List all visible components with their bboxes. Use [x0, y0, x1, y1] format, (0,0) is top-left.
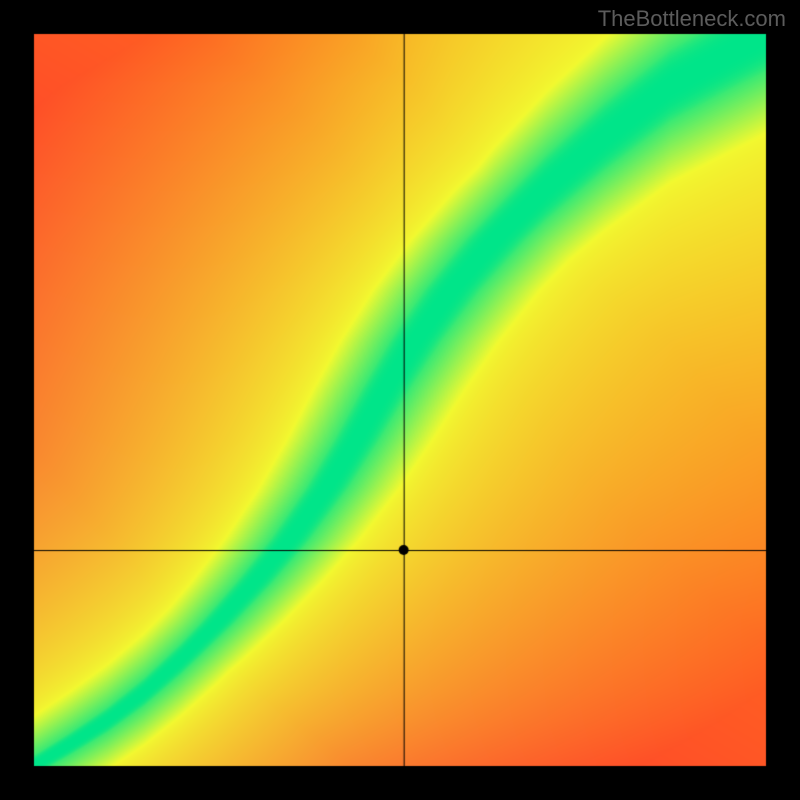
bottleneck-heatmap-canvas — [0, 0, 800, 800]
chart-container: TheBottleneck.com — [0, 0, 800, 800]
watermark-label: TheBottleneck.com — [598, 6, 786, 32]
